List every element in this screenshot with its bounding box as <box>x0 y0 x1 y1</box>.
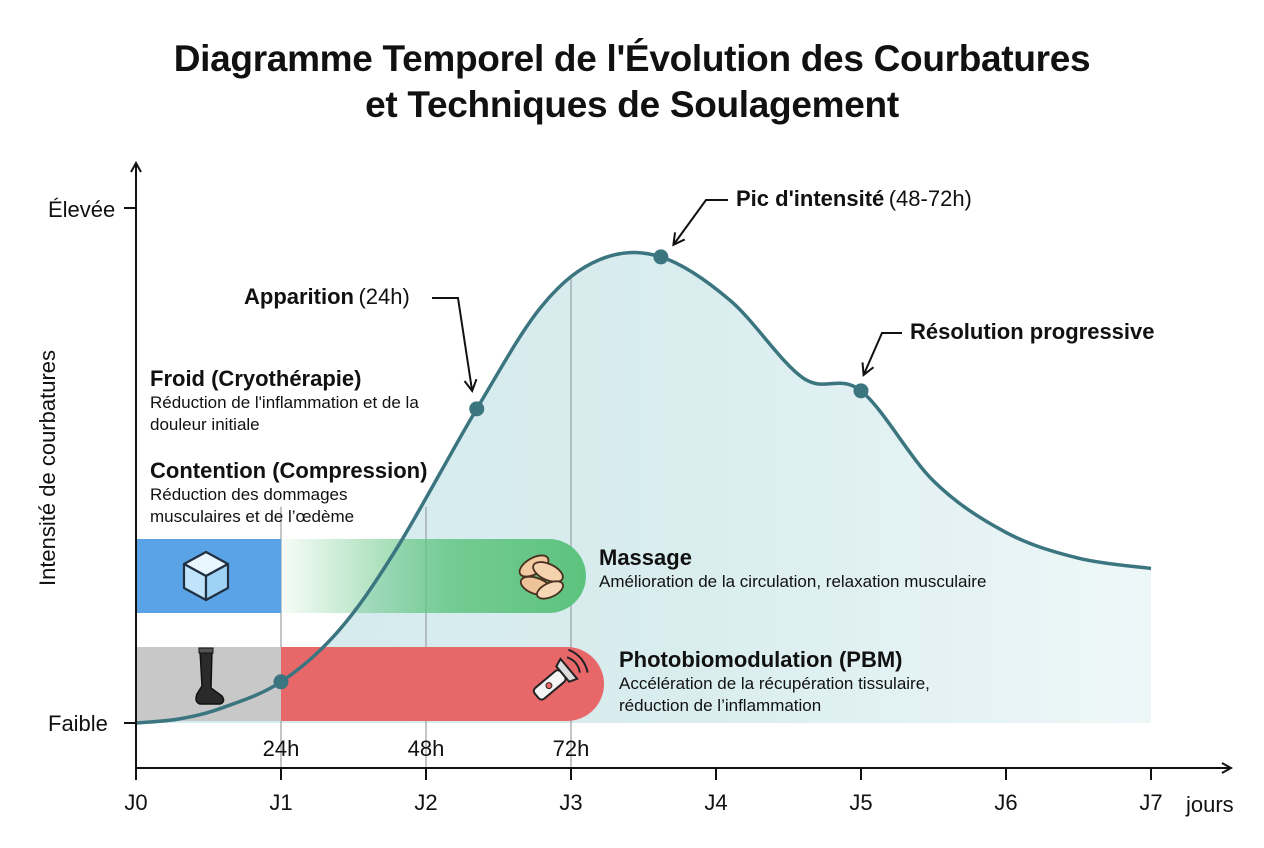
curve-marker-3 <box>853 383 869 399</box>
curve-markers <box>273 249 869 690</box>
axes <box>124 164 1230 780</box>
device-wave-2 <box>568 648 589 673</box>
technique-compression-desc: Réduction des dommages musculaires et de… <box>150 485 355 526</box>
technique-massage-desc: Amélioration de la circulation, relaxati… <box>599 572 987 591</box>
title-line-2: et Techniques de Soulagement <box>365 84 899 125</box>
technique-cold: Froid (Cryothérapie) Réduction de l'infl… <box>150 366 440 436</box>
sock-cuff <box>198 647 214 654</box>
x-tick-label-J1: J1 <box>269 790 293 815</box>
device-head <box>555 657 579 683</box>
technique-massage-title: Massage <box>599 545 692 570</box>
x-tick-label-J2: J2 <box>414 790 438 815</box>
sock-body <box>195 649 225 705</box>
hour-tick-label-72h: 72h <box>552 736 590 761</box>
hour-tick-label-24h: 24h <box>262 736 300 761</box>
technique-icons <box>182 550 589 705</box>
annotation-peak-title: Pic d'intensité <box>736 186 885 211</box>
curve-marker-0 <box>273 674 289 690</box>
hand-2 <box>532 561 564 583</box>
hour-tick-label-48h: 48h <box>407 736 445 761</box>
annotation-apparition-title: Apparition <box>244 284 354 309</box>
annotation-resolution: Résolution progressive <box>910 319 1155 345</box>
x-axis-label: jours <box>1186 792 1234 817</box>
arrow-resolution <box>861 332 902 377</box>
x-tick-label-J5: J5 <box>849 790 873 815</box>
ice-cube-right <box>204 562 230 602</box>
technique-massage: Massage Amélioration de la circulation, … <box>599 545 986 593</box>
x-tick-label-J7: J7 <box>1139 790 1163 815</box>
compression-sock-icon <box>195 647 225 705</box>
annotation-apparition-time: (24h) <box>358 284 410 309</box>
technique-cold-title: Froid (Cryothérapie) <box>150 366 362 391</box>
technique-pbm-desc: Accélération de la récupération tissulai… <box>619 674 930 715</box>
x-tick-label-J6: J6 <box>994 790 1018 815</box>
x-tick-label-J0: J0 <box>124 790 148 815</box>
annotation-apparition: Apparition (24h) <box>244 284 410 310</box>
technique-pbm-title: Photobiomodulation (PBM) <box>619 647 903 672</box>
y-axis-label: Intensité de courbatures <box>35 349 60 587</box>
annotation-peak-time: (48-72h) <box>888 186 972 211</box>
arrow-peak <box>672 199 728 247</box>
annotation-resolution-title: Résolution progressive <box>910 319 1155 344</box>
device-button <box>545 682 553 690</box>
massage-hands-icon <box>518 554 564 600</box>
technique-pbm: Photobiomodulation (PBM) Accélération de… <box>619 647 999 717</box>
bar-pbm <box>281 647 604 721</box>
y-tick-low: Faible <box>48 711 108 736</box>
chart-title: Diagramme Temporel de l'Évolution des Co… <box>0 36 1264 128</box>
bar-massage <box>281 539 586 613</box>
hand-4 <box>536 580 564 600</box>
technique-compression: Contention (Compression) Réduction des d… <box>150 458 440 528</box>
technique-bars <box>136 539 604 721</box>
device-wave-1 <box>566 656 581 673</box>
annotation-arrows <box>432 199 902 394</box>
x-tick-label-J4: J4 <box>704 790 728 815</box>
annotation-peak: Pic d'intensité (48-72h) <box>736 186 972 212</box>
light-device-icon <box>532 648 589 701</box>
technique-compression-title: Contention (Compression) <box>150 458 428 483</box>
curve-marker-2 <box>653 249 669 265</box>
arrow-apparition <box>432 297 478 394</box>
curve-marker-1 <box>469 401 485 417</box>
technique-cold-desc: Réduction de l'inflammation et de la dou… <box>150 393 419 434</box>
y-tick-high: Élevée <box>48 197 116 222</box>
title-line-1: Diagramme Temporel de l'Évolution des Co… <box>173 38 1091 79</box>
ice-cube-icon <box>182 550 230 602</box>
x-tick-label-J3: J3 <box>559 790 583 815</box>
